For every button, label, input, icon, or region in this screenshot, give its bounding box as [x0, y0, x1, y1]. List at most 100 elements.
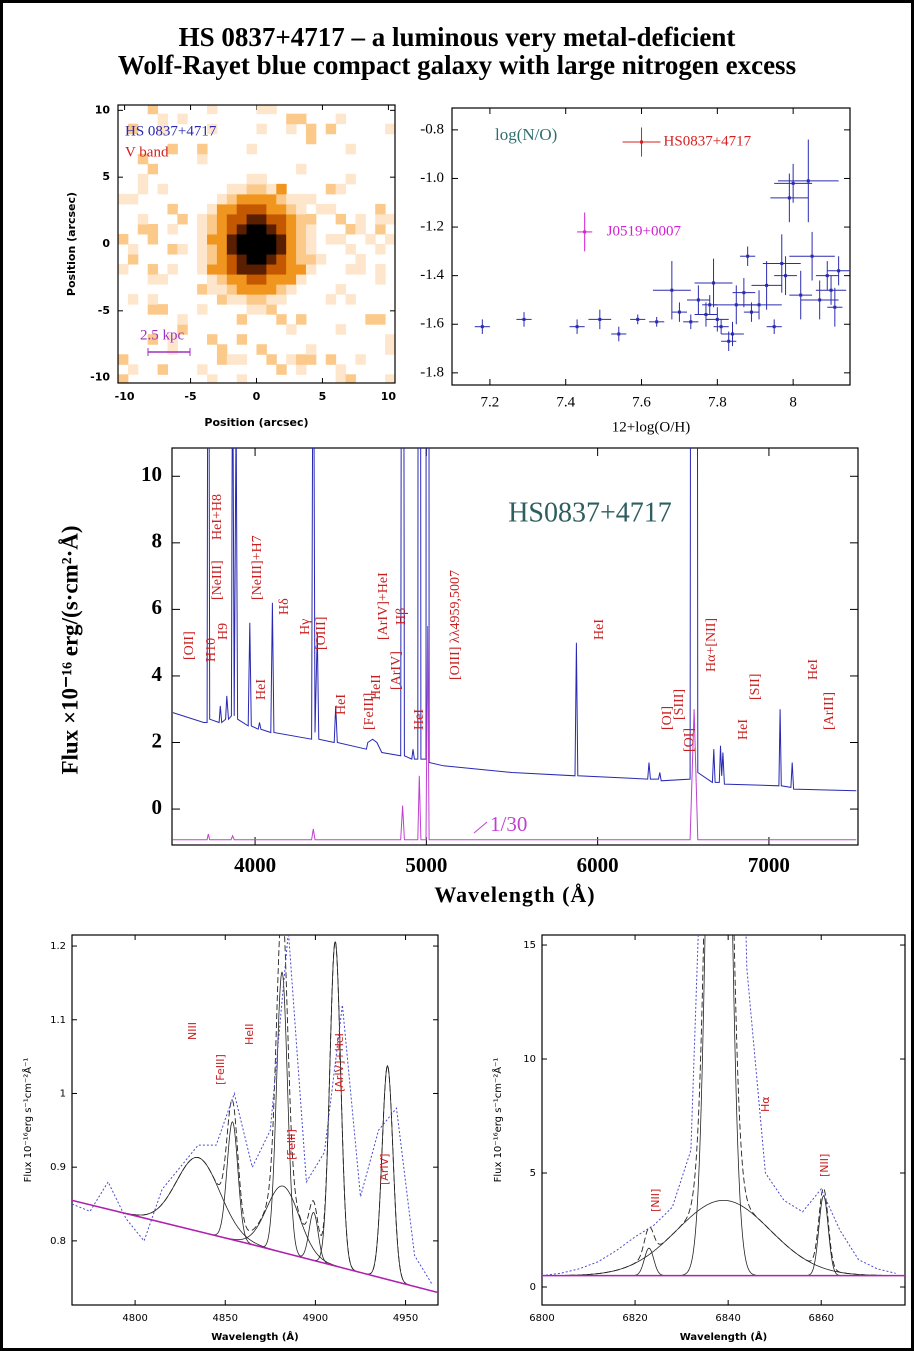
image-pixel [216, 274, 228, 285]
image-pixel [226, 294, 238, 305]
image-pixel [216, 294, 228, 305]
image-pixel [305, 344, 317, 355]
image-pixel [355, 354, 366, 365]
image-pixel [197, 264, 208, 275]
image-pixel [127, 294, 139, 305]
image-pixel [226, 274, 238, 285]
image-pixel [325, 294, 337, 305]
image-pixel [118, 193, 129, 205]
line-label: [OII] [182, 631, 197, 660]
image-pixel [266, 304, 277, 315]
image-pixel [355, 213, 366, 225]
image-pixel [207, 223, 218, 235]
image-pixel [256, 304, 267, 315]
image-pixel [335, 364, 347, 375]
point [689, 320, 693, 324]
x-axis-label: Wavelength (Å) [680, 1330, 767, 1343]
line-label: [OI] [682, 728, 697, 752]
image-pixel [345, 264, 356, 275]
image-pixel [147, 233, 159, 245]
y-tick-label: -5 [98, 304, 110, 317]
plot-frame [541, 934, 906, 1306]
image-pixel [157, 304, 168, 315]
plot-frame [117, 104, 396, 384]
line-label: Hα [759, 1096, 772, 1112]
y-tick-label: -1.8 [420, 364, 444, 380]
image-pixel [385, 344, 395, 355]
image-pixel [147, 105, 159, 115]
image-pixel [276, 254, 287, 265]
y-tick-label: 10 [141, 462, 162, 486]
point [715, 317, 719, 321]
x-tick-label: 6840 [715, 1313, 740, 1324]
image-pixel [276, 314, 287, 325]
y-tick-label: 1.1 [50, 1015, 66, 1026]
image-pixel [157, 123, 168, 135]
point [825, 274, 829, 278]
image-pixel [286, 223, 297, 235]
image-pixel [276, 284, 287, 295]
image-pixel [226, 244, 238, 255]
image-pixel [226, 354, 238, 365]
image-pixel [375, 203, 386, 215]
image-pixel [296, 274, 307, 285]
image-pixel [266, 354, 277, 365]
image-pixel [375, 244, 386, 255]
point [742, 291, 746, 295]
plot-frame [71, 934, 439, 1306]
image-pixel [118, 354, 129, 365]
image-pixel [305, 193, 317, 205]
image-pixel [355, 223, 366, 235]
image-pixel [325, 123, 337, 135]
image-pixel [335, 213, 347, 225]
image-pixel [305, 254, 317, 265]
image-pixel [256, 233, 267, 245]
image-pixel [137, 223, 149, 235]
x-tick-label: 5000 [405, 853, 447, 877]
image-pixel [355, 254, 366, 265]
image-pixel [266, 193, 277, 205]
image-pixel [375, 213, 386, 225]
image-pixel [266, 105, 277, 115]
image-pixel [246, 193, 257, 205]
fit-component [260, 971, 304, 1259]
x-tick-label: 4800 [122, 1313, 147, 1324]
image-pixel [147, 264, 159, 275]
image-pixel [296, 113, 307, 125]
image-pixel [266, 244, 277, 255]
image-pixel [127, 193, 139, 205]
image-pixel [207, 203, 218, 215]
line-label: [SIII] [672, 689, 687, 720]
fit-component [210, 1121, 255, 1246]
line-label: H9 [216, 623, 231, 640]
y-tick-label: -1.4 [420, 267, 444, 283]
y-tick-label: 0.8 [50, 1236, 66, 1247]
image-pixel [375, 314, 386, 325]
image-pixel [197, 223, 208, 235]
image-pixel [276, 364, 287, 375]
y-tick-label: -10 [90, 371, 110, 384]
x-tick-label: -10 [115, 390, 135, 403]
image-pixel [286, 193, 297, 205]
line-label: HeII [243, 1023, 256, 1045]
line-label: Hα+[NII] [704, 618, 719, 672]
image-pixel [286, 244, 297, 255]
image-pixel [345, 223, 356, 235]
image-pixel [226, 254, 238, 265]
image-pixel [276, 264, 287, 275]
title-line: Wolf-Rayet blue compact galaxy with larg… [118, 50, 796, 80]
x-tick-label: 5 [319, 390, 327, 403]
point [837, 269, 841, 273]
plot-frame [171, 447, 859, 846]
image-pixel [197, 213, 208, 225]
point [730, 332, 734, 336]
image-pixel [296, 193, 307, 205]
image-pixel [137, 213, 149, 225]
image-pixel [246, 254, 257, 265]
image-pixel [335, 113, 347, 125]
image-pixel [216, 233, 228, 245]
image-pixel [266, 254, 277, 265]
image-pixel [256, 173, 267, 185]
image-pixel [236, 254, 248, 265]
image-pixel [197, 153, 208, 165]
